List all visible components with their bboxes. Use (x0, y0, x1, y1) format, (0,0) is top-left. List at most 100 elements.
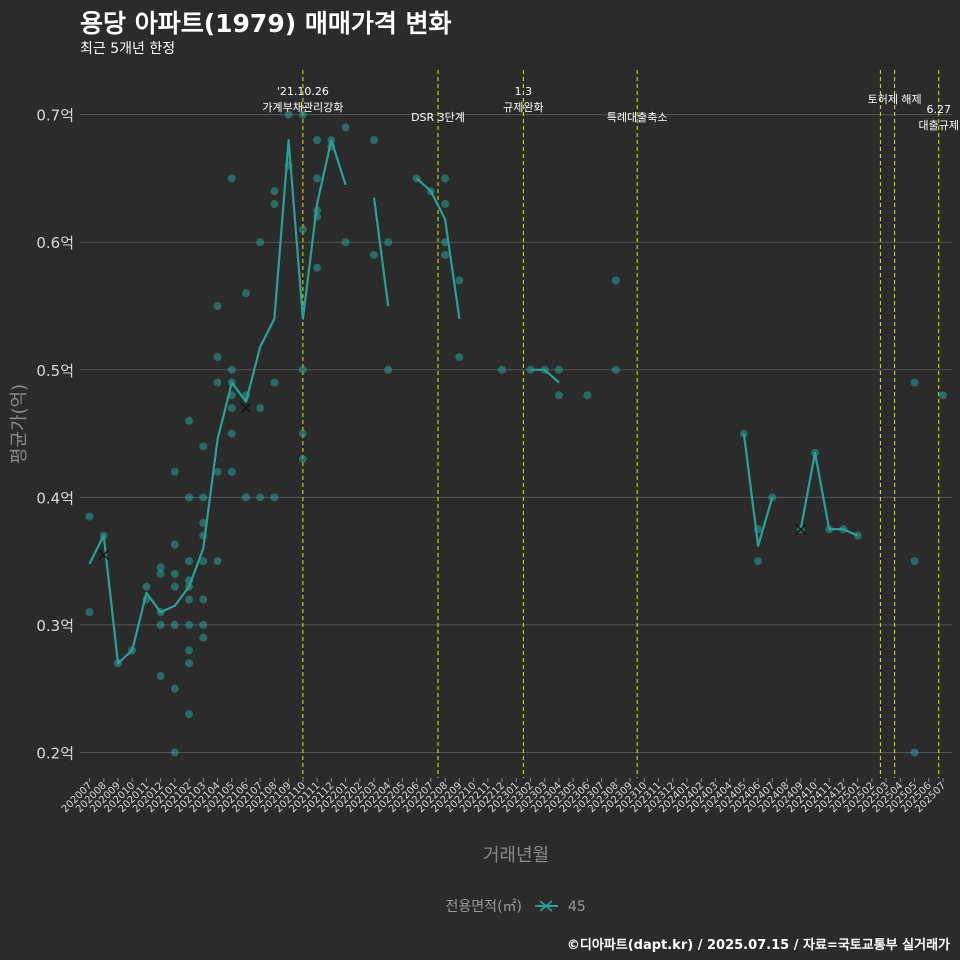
source-caption: ©디아파트(dapt.kr) / 2025.07.15 / 자료=국토교통부 실… (566, 938, 950, 953)
series-line (415, 177, 461, 319)
data-point (426, 187, 435, 196)
price-lines (88, 139, 859, 665)
data-point (441, 250, 450, 259)
data-point (113, 659, 122, 668)
data-point (256, 404, 265, 413)
data-point (185, 416, 194, 425)
data-point (185, 646, 194, 655)
data-point (170, 582, 179, 591)
data-point (241, 391, 250, 400)
data-point (298, 429, 307, 438)
data-point (939, 391, 947, 400)
data-point (156, 671, 165, 680)
series-line (799, 451, 859, 537)
data-point (185, 620, 194, 629)
data-point (554, 365, 563, 374)
data-point (213, 378, 222, 387)
data-point (754, 525, 763, 534)
data-point (825, 525, 834, 534)
y-tick-label: 0.4억 (36, 489, 74, 507)
legend-label: 45 (568, 899, 586, 915)
x-marker-icon (795, 523, 807, 535)
x-axis-ticks: 2020072020082020092020102020112020122021… (60, 778, 948, 815)
data-point (142, 582, 151, 591)
data-point (241, 289, 250, 298)
data-point (227, 174, 236, 183)
event-label: 토허제 해제 (868, 92, 922, 106)
data-point (554, 391, 563, 400)
data-point (839, 525, 848, 534)
data-point (128, 646, 137, 655)
data-point (611, 276, 620, 285)
data-point (270, 187, 279, 196)
data-point (227, 429, 236, 438)
x-marker-stroke (240, 402, 252, 414)
data-point (185, 659, 194, 668)
data-point (227, 391, 236, 400)
data-point (85, 608, 94, 617)
data-point (441, 238, 450, 247)
event-label: 6.27 (926, 103, 951, 116)
data-point (227, 404, 236, 413)
data-point (455, 353, 464, 362)
event-label: 가계부채관리강화 (262, 101, 343, 114)
x-marker-stroke (98, 549, 110, 561)
x-marker-icon (98, 549, 110, 561)
data-point (298, 225, 307, 234)
data-point (199, 531, 208, 540)
data-point (170, 467, 179, 476)
y-tick-label: 0.7억 (36, 107, 74, 125)
data-point (853, 531, 862, 540)
series-line (372, 197, 390, 307)
data-point (270, 199, 279, 208)
data-point (313, 263, 322, 272)
data-point (298, 455, 307, 464)
grid-lines (80, 114, 952, 753)
data-point (910, 557, 919, 566)
data-point (313, 174, 322, 183)
chart-subtitle: 최근 5개년 한정 (80, 41, 176, 57)
data-point (810, 448, 819, 457)
series-line (88, 139, 347, 665)
data-point (540, 365, 549, 374)
data-point (227, 378, 236, 387)
series-line (742, 433, 774, 547)
chart-title: 용당 아파트(1979) 매매가격 변화 (80, 9, 452, 38)
data-point (199, 493, 208, 502)
y-axis-title: 평균가(억) (9, 384, 30, 464)
data-point (227, 365, 236, 374)
x-markers (98, 402, 807, 561)
data-point (199, 442, 208, 451)
data-point (241, 493, 250, 502)
event-lines (302, 70, 940, 778)
data-point (441, 199, 450, 208)
data-point (213, 353, 222, 362)
data-point (185, 576, 194, 585)
x-marker-stroke (795, 523, 807, 535)
data-point (611, 365, 620, 374)
legend-x-stroke (539, 900, 553, 912)
data-point (370, 250, 378, 259)
data-point (256, 238, 265, 247)
data-point (199, 518, 208, 527)
event-label: 대출규제 (918, 119, 958, 132)
x-marker-icon (240, 402, 252, 414)
data-point (313, 136, 322, 145)
data-point (270, 493, 279, 502)
data-point (185, 710, 194, 719)
data-point (327, 136, 336, 145)
data-point (341, 123, 350, 132)
data-point (199, 557, 208, 566)
data-point (455, 276, 464, 285)
data-point (170, 748, 179, 757)
event-label: 특례대출축소 (607, 111, 668, 124)
data-point (199, 633, 208, 642)
data-point (156, 563, 165, 572)
y-tick-label: 0.6억 (36, 234, 74, 252)
x-axis-title: 거래년월 (483, 845, 549, 866)
data-point (213, 557, 222, 566)
event-label: 1.3 (515, 85, 533, 98)
data-point (170, 620, 179, 629)
data-point (199, 620, 208, 629)
legend-title: 전용면적(㎡) (446, 899, 522, 915)
